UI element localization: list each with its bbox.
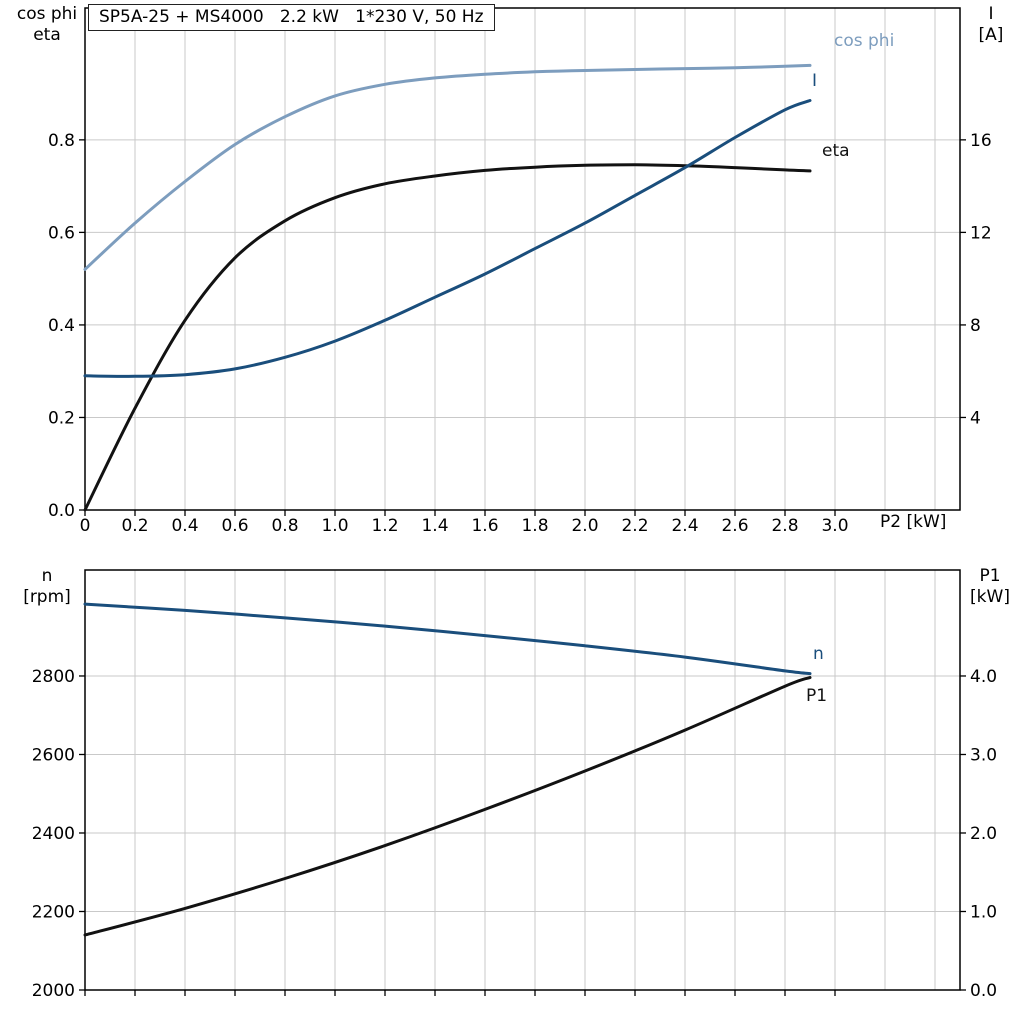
x-tick-label: 2.4 (671, 516, 698, 536)
x-tick-label: 0.8 (271, 516, 298, 536)
right-tick-label: 2.0 (970, 824, 997, 844)
eta-curve-label: eta (822, 141, 850, 161)
left-axis-label-line1: cos phi (16, 4, 78, 24)
left-tick-label: 0.4 (48, 316, 75, 336)
x-tick-label: 3.0 (821, 516, 848, 536)
right-tick-label: 8 (970, 316, 981, 336)
cos-phi-curve-label: cos phi (834, 31, 895, 51)
x-tick-label: 2.8 (771, 516, 798, 536)
p1-axis-label-line2: [kW] (970, 587, 1010, 607)
x-tick-label: 0.2 (121, 516, 148, 536)
right-axis-label-line2: [A] (978, 25, 1004, 45)
left-tick-label: 2400 (32, 824, 75, 844)
left-tick-label: 0.2 (48, 408, 75, 428)
current-curve (83, 99, 812, 378)
x-tick-label: 0.4 (171, 516, 198, 536)
bottom-left-axis-label: n [rpm] (6, 566, 88, 608)
x-tick-label: 1.4 (421, 516, 448, 536)
right-tick-label: 16 (970, 131, 992, 151)
eta-curve (83, 163, 812, 512)
left-tick-label: 0.8 (48, 131, 75, 151)
right-tick-label: 0.0 (970, 981, 997, 1001)
speed-axis-label-line1: n (41, 566, 53, 586)
right-tick-label: 1.0 (970, 902, 997, 922)
right-axis-label-line1: I (988, 4, 994, 24)
left-tick-label: 0.6 (48, 223, 75, 243)
x-tick-label: 1.0 (321, 516, 348, 536)
top-right-axis-label: I [A] (962, 4, 1020, 46)
right-tick-label: 3.0 (970, 745, 997, 765)
p1-axis-label-line1: P1 (979, 566, 1001, 586)
top-left-axis-label: cos phi eta (6, 4, 88, 46)
x-tick-label: 0 (80, 516, 91, 536)
right-tick-label: 4 (970, 408, 981, 428)
speed-axis-label-line2: [rpm] (23, 587, 71, 607)
x-tick-label: 1.8 (521, 516, 548, 536)
left-tick-label: 2800 (32, 667, 75, 687)
chart-title: SP5A-25 + MS4000 2.2 kW 1*230 V, 50 Hz (88, 4, 495, 31)
speed-curve-label: n (813, 644, 824, 664)
left-tick-label: 2000 (32, 981, 75, 1001)
x-tick-label: 1.2 (371, 516, 398, 536)
cos-phi-curve (83, 63, 812, 271)
plot-border (84, 569, 961, 991)
right-tick-label: 4.0 (970, 667, 997, 687)
x-tick-label: 0.6 (221, 516, 248, 536)
left-tick-label: 2600 (32, 745, 75, 765)
x-tick-label: 1.6 (471, 516, 498, 536)
speed-curve (83, 602, 812, 676)
x-axis-label: P2 [kW] (880, 512, 947, 532)
p1-curve-label: P1 (806, 686, 828, 706)
x-tick-label: 2.6 (721, 516, 748, 536)
bottom-right-axis-label: P1 [kW] (958, 566, 1022, 608)
p1-curve (83, 676, 812, 937)
x-tick-label: 2.2 (621, 516, 648, 536)
right-tick-label: 12 (970, 223, 992, 243)
left-tick-label: 2200 (32, 902, 75, 922)
left-tick-label: 0.0 (48, 501, 75, 521)
x-tick-label: 2.0 (571, 516, 598, 536)
current-curve-label: I (812, 71, 818, 91)
plot-border (84, 7, 961, 511)
left-axis-label-line2: eta (33, 25, 61, 45)
